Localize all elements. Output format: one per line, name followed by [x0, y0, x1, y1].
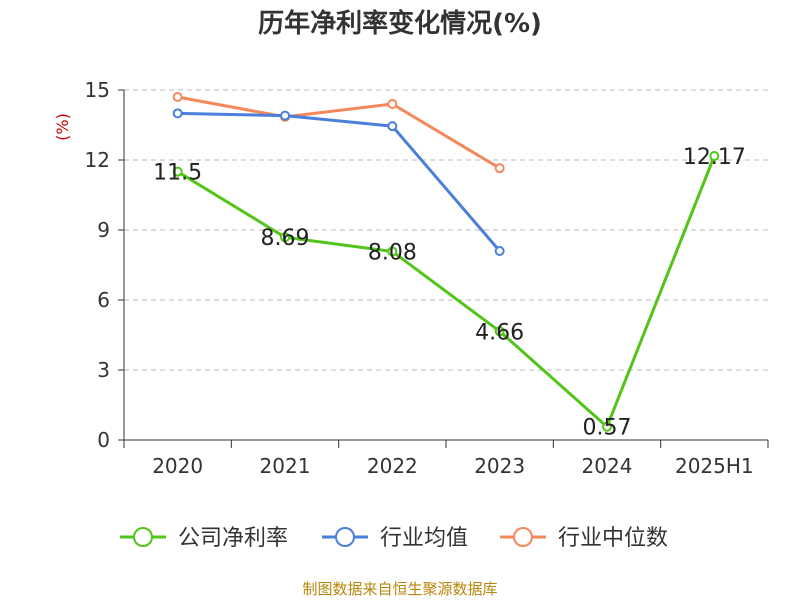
- data-label: 11.5: [153, 161, 202, 186]
- data-label: 4.66: [475, 320, 524, 345]
- y-tick-label: 12: [85, 148, 110, 172]
- y-tick-label: 6: [97, 288, 110, 312]
- data-point: [280, 232, 290, 243]
- series-lines: [172, 92, 720, 432]
- data-labels: 11.5 8.69 8.08 4.66 0.57 12.17: [153, 145, 746, 441]
- data-point: [709, 151, 720, 162]
- x-tick-label: 2024: [582, 454, 633, 478]
- y-tick-label: 3: [97, 358, 110, 382]
- legend-label: 行业均值: [380, 526, 468, 551]
- chart-title: 历年净利率变化情况(%): [258, 8, 542, 39]
- grid-lines: [124, 89, 768, 371]
- axes: 0 3 6 9 12 15 2020 2021 2022 2023 2024 2025H1: [85, 78, 769, 478]
- data-point: [602, 421, 612, 432]
- data-label: 8.69: [261, 226, 310, 251]
- source-note: 制图数据来自恒生聚源数据库: [302, 580, 497, 598]
- data-point: [494, 163, 505, 174]
- legend-marker: [133, 527, 153, 547]
- legend-label: 行业中位数: [558, 526, 668, 551]
- y-tick-label: 15: [85, 78, 110, 102]
- data-point: [280, 110, 290, 121]
- data-point: [387, 246, 398, 257]
- x-tick-label: 2025H1: [675, 454, 754, 478]
- legend: 公司净利率 行业均值 行业中位数: [120, 526, 668, 551]
- x-tick-label: 2020: [152, 454, 203, 478]
- y-tick-label: 9: [97, 218, 110, 242]
- x-tick-label: 2023: [474, 454, 525, 478]
- data-point: [494, 326, 505, 337]
- data-point: [172, 92, 183, 102]
- series-line-1: [177, 111, 501, 252]
- data-point: [172, 108, 183, 119]
- data-label: 0.57: [583, 416, 632, 441]
- legend-marker: [335, 527, 355, 547]
- data-point: [387, 121, 398, 132]
- data-point: [494, 246, 505, 256]
- series-line-0: [176, 155, 716, 429]
- data-point: [172, 166, 183, 177]
- legend-marker: [513, 527, 533, 547]
- data-label: 12.17: [683, 145, 746, 170]
- y-tick-label: 0: [97, 428, 110, 452]
- y-axis-unit-label: (%): [53, 113, 72, 141]
- data-point: [387, 99, 398, 109]
- x-tick-label: 2022: [367, 454, 418, 478]
- legend-label: 公司净利率: [178, 526, 288, 551]
- data-label: 8.08: [368, 240, 417, 265]
- series-line-2: [177, 95, 501, 170]
- x-tick-label: 2021: [260, 454, 311, 478]
